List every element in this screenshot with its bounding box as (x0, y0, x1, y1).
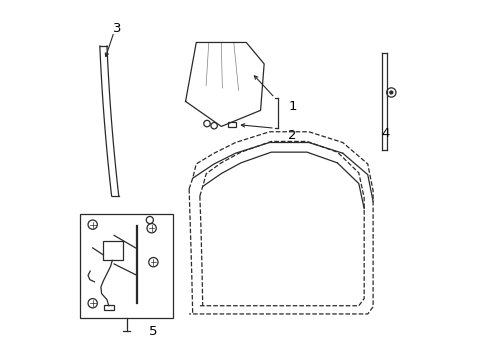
Bar (104, 305, 114, 310)
Text: 3: 3 (113, 22, 122, 35)
Circle shape (389, 91, 392, 94)
Bar (228, 122, 236, 127)
Text: 1: 1 (288, 100, 296, 113)
Bar (80, 214, 173, 318)
Text: 2: 2 (288, 129, 296, 142)
Text: 4: 4 (381, 127, 389, 140)
Text: 5: 5 (149, 325, 157, 338)
Bar (103, 241, 123, 260)
